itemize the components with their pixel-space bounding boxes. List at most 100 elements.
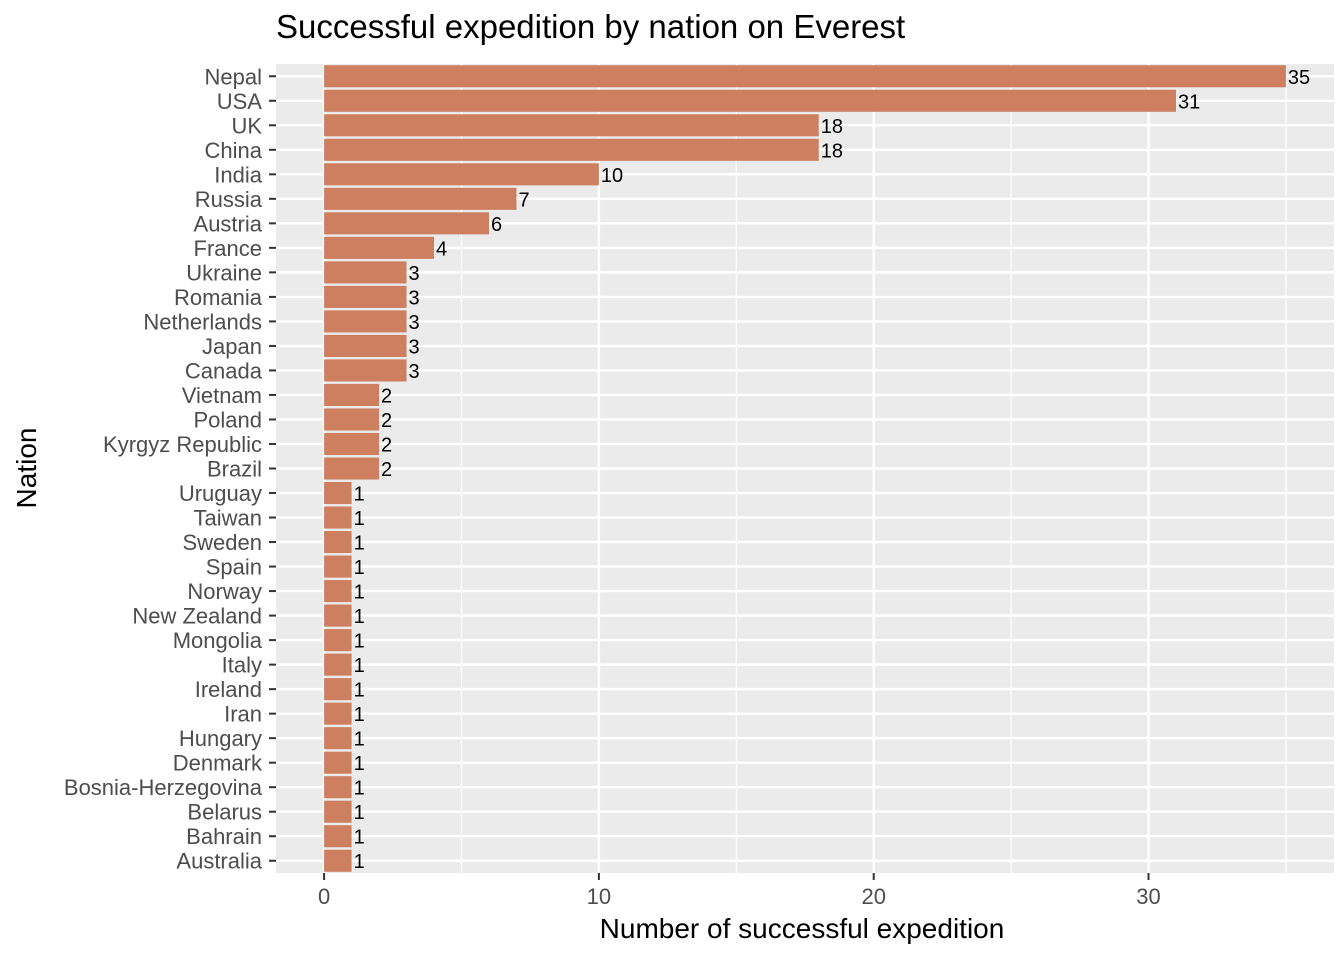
- data-label: 1: [354, 753, 365, 775]
- grid-lines: [276, 64, 1334, 873]
- data-label: 1: [354, 582, 365, 604]
- y-tick-label: Ukraine: [186, 260, 262, 285]
- y-tick-label: France: [194, 236, 262, 261]
- bar: [324, 580, 352, 603]
- bar: [324, 776, 352, 799]
- bar: [324, 236, 435, 259]
- x-axis-title: Number of successful expedition: [600, 913, 1005, 944]
- bar: [324, 678, 352, 701]
- bar: [324, 114, 819, 137]
- y-tick-label: Taiwan: [194, 506, 262, 531]
- bar: [324, 506, 352, 529]
- data-label: 1: [354, 606, 365, 628]
- y-tick-label: USA: [217, 89, 263, 114]
- y-tick-label: Romania: [174, 285, 263, 310]
- bar: [324, 187, 517, 210]
- data-label: 3: [409, 361, 420, 383]
- data-label: 18: [821, 140, 843, 162]
- chart-title: Successful expedition by nation on Evere…: [276, 8, 906, 45]
- y-tick-label: Norway: [187, 579, 262, 604]
- bar: [324, 629, 352, 652]
- data-label: 2: [381, 410, 392, 432]
- data-label: 1: [354, 508, 365, 530]
- y-tick-label: Brazil: [207, 457, 262, 482]
- data-label: 3: [409, 336, 420, 358]
- y-tick-label: UK: [231, 113, 262, 138]
- bar: [324, 408, 380, 431]
- bar: [324, 359, 407, 382]
- bar: [324, 212, 489, 235]
- data-label: 1: [354, 827, 365, 849]
- y-tick-label: Uruguay: [179, 481, 262, 506]
- y-tick-label: Sweden: [182, 530, 262, 555]
- y-tick-label: Netherlands: [143, 309, 262, 334]
- y-tick-label: Hungary: [179, 726, 262, 751]
- bar: [324, 825, 352, 848]
- y-tick-label: Canada: [185, 358, 263, 383]
- x-tick-label: 0: [318, 884, 330, 909]
- data-label: 6: [491, 214, 502, 236]
- bar: [324, 163, 599, 186]
- bar: [324, 555, 352, 578]
- y-tick-label: Ireland: [195, 677, 262, 702]
- bar: [324, 727, 352, 750]
- y-tick-label: Bosnia-Herzegovina: [64, 775, 263, 800]
- bar: [324, 65, 1286, 88]
- data-label: 1: [354, 778, 365, 800]
- y-axis: NepalUSAUKChinaIndiaRussiaAustriaFranceU…: [64, 64, 276, 874]
- y-tick-label: Australia: [176, 849, 262, 874]
- data-label: 1: [354, 729, 365, 751]
- data-label: 1: [354, 704, 365, 726]
- bar: [324, 604, 352, 627]
- x-tick-label: 20: [861, 884, 885, 909]
- bar: [324, 138, 819, 161]
- bar: [324, 334, 407, 357]
- data-label: 1: [354, 802, 365, 824]
- bar: [324, 849, 352, 872]
- y-tick-label: India: [214, 162, 262, 187]
- y-tick-label: Mongolia: [173, 628, 263, 653]
- x-tick-label: 30: [1136, 884, 1160, 909]
- data-label: 2: [381, 434, 392, 456]
- data-label: 2: [381, 459, 392, 481]
- data-label: 3: [409, 312, 420, 334]
- y-tick-label: Iran: [224, 702, 262, 727]
- bar: [324, 481, 352, 505]
- bar: [324, 261, 407, 284]
- data-label: 3: [409, 287, 420, 309]
- x-axis: 0 10 20 30: [318, 873, 1161, 909]
- bar: [324, 432, 380, 456]
- y-tick-label: Kyrgyz Republic: [103, 432, 262, 457]
- y-tick-label: Spain: [206, 555, 262, 580]
- data-label: 10: [601, 165, 623, 187]
- data-label: 2: [381, 385, 392, 407]
- y-tick-label: Russia: [195, 187, 263, 212]
- bar: [324, 653, 352, 676]
- data-label: 1: [354, 557, 365, 579]
- data-label: 4: [436, 238, 447, 260]
- bar: [324, 702, 352, 725]
- y-tick-label: Bahrain: [186, 824, 262, 849]
- data-label: 18: [821, 116, 843, 138]
- data-label: 1: [354, 851, 365, 873]
- data-label: 1: [354, 680, 365, 702]
- y-axis-title: Nation: [11, 428, 42, 509]
- y-tick-label: Poland: [193, 407, 262, 432]
- bar: [324, 800, 352, 823]
- y-tick-label: Austria: [194, 211, 263, 236]
- bar: [324, 383, 380, 406]
- y-tick-label: New Zealand: [132, 604, 262, 629]
- data-label: 31: [1178, 91, 1200, 113]
- y-tick-label: China: [205, 138, 263, 163]
- data-label: 35: [1288, 67, 1310, 89]
- bar: [324, 531, 352, 554]
- y-tick-label: Belarus: [187, 800, 262, 825]
- y-tick-label: Nepal: [205, 64, 262, 89]
- data-label: 1: [354, 631, 365, 653]
- y-tick-label: Denmark: [173, 751, 263, 776]
- data-label: 3: [409, 263, 420, 285]
- bar: [324, 89, 1176, 112]
- y-tick-label: Italy: [222, 653, 262, 678]
